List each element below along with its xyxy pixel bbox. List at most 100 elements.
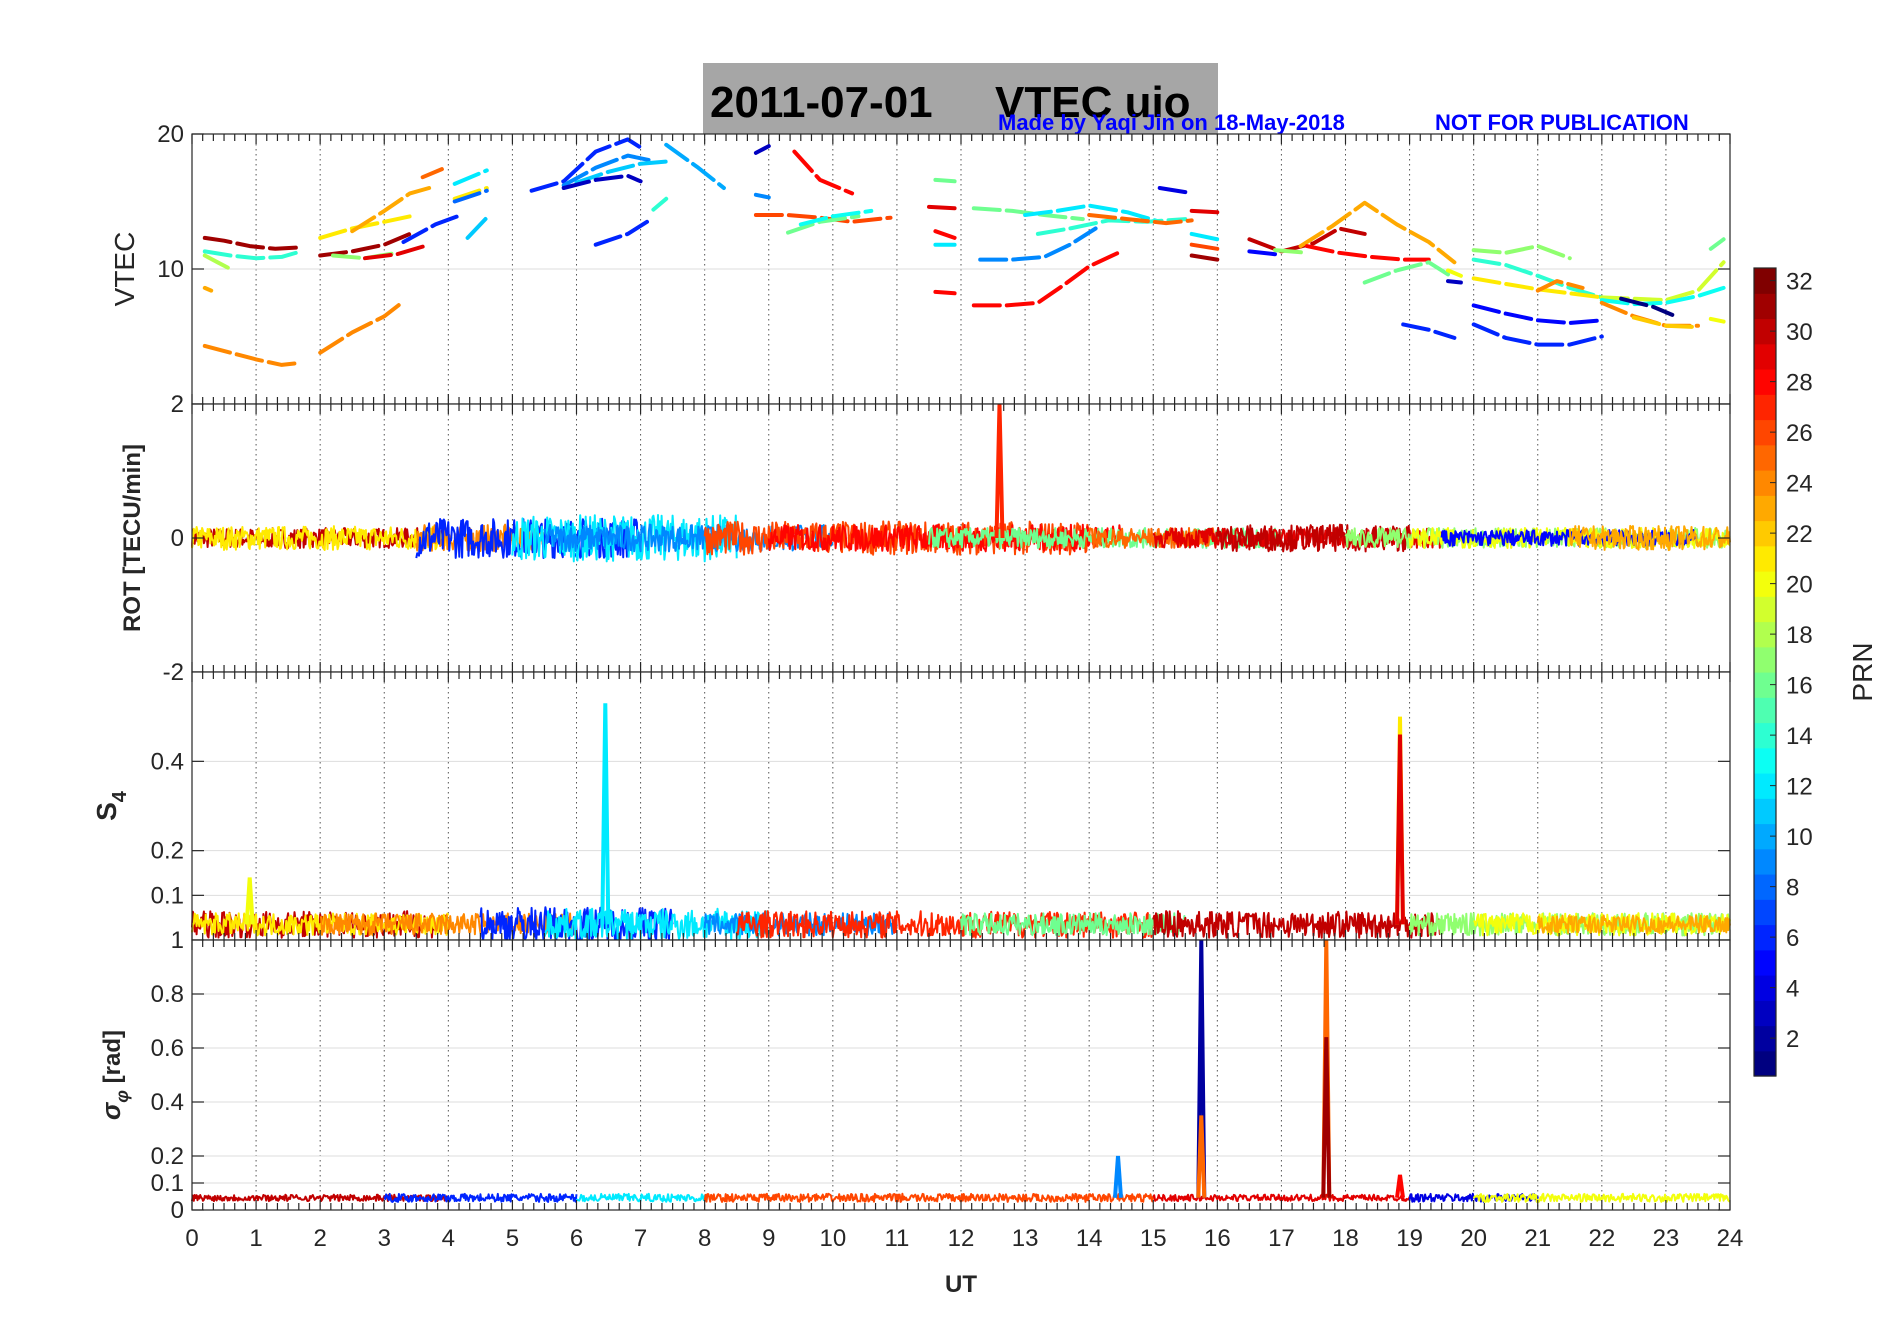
colorbar-cell-25 bbox=[1754, 444, 1776, 471]
colorbar-tick-label: 8 bbox=[1786, 875, 1799, 902]
y-tick-label: 0 bbox=[171, 1197, 184, 1224]
x-tick-label: 23 bbox=[1653, 1225, 1680, 1252]
vtec-arc-prn-14 bbox=[202, 249, 303, 261]
title-main: VTEC uio bbox=[995, 78, 1191, 127]
vtec-arc-prn-28 bbox=[792, 149, 855, 196]
rot-trace-prn-21 bbox=[191, 525, 450, 551]
colorbar-tick-label: 32 bbox=[1786, 269, 1813, 296]
colorbar-tick-label: 2 bbox=[1786, 1026, 1799, 1053]
colorbar-tick-label: 26 bbox=[1786, 420, 1813, 447]
vtec-arc-prn-24 bbox=[202, 343, 297, 367]
title-date: 2011-07-01 bbox=[710, 78, 933, 127]
sigma-ylabel-subscript: φ bbox=[112, 1090, 132, 1103]
s4-trace-prn-30 bbox=[1152, 910, 1443, 939]
x-tick-label: 24 bbox=[1717, 1225, 1744, 1252]
colorbar-cell-12 bbox=[1754, 773, 1776, 799]
vtec-ylabel: VTEC bbox=[109, 232, 140, 307]
sigma-spike-prn-31 bbox=[1321, 1037, 1332, 1198]
colorbar-tick-label: 12 bbox=[1786, 774, 1813, 801]
x-tick-label: 5 bbox=[506, 1225, 519, 1252]
s4-trace-prn-27 bbox=[735, 910, 1155, 939]
sigma-ylabel: σφ [rad] bbox=[96, 1030, 132, 1120]
colorbar-cell-9 bbox=[1754, 848, 1776, 875]
vtec-arc-prn-22 bbox=[1631, 315, 1700, 330]
colorbar-tick-label: 14 bbox=[1786, 723, 1813, 750]
colorbar-cell-16 bbox=[1754, 672, 1776, 698]
vtec-arc-prn-4 bbox=[1157, 186, 1188, 195]
sigma-trace-prn-20 bbox=[1472, 1192, 1731, 1203]
y-tick-label: 0.1 bbox=[151, 882, 184, 909]
rot-trace-prn-12 bbox=[511, 514, 738, 563]
sigma-trace-prn-6 bbox=[383, 1192, 578, 1203]
vtec-arc-prn-28 bbox=[933, 229, 957, 240]
vtec-arc-prn-18 bbox=[202, 253, 233, 271]
colorbar-tick-label: 30 bbox=[1786, 319, 1813, 346]
vtec-arc-prn-12 bbox=[1023, 203, 1162, 224]
vtec-arc-prn-6 bbox=[1401, 322, 1457, 340]
vtec-arc-prn-6 bbox=[529, 137, 643, 193]
vtec-arc-prn-16 bbox=[786, 214, 861, 235]
vtec-arc-prn-14 bbox=[651, 196, 669, 212]
x-tick-label: 10 bbox=[819, 1225, 846, 1252]
x-tick-label: 12 bbox=[948, 1225, 975, 1252]
colorbar-cell-1 bbox=[1754, 1050, 1776, 1077]
x-tick-label: 0 bbox=[185, 1225, 198, 1252]
s4-trace-prn-20 bbox=[1472, 912, 1731, 937]
colorbar-cell-22 bbox=[1754, 520, 1776, 547]
colorbar-cell-6 bbox=[1754, 924, 1776, 951]
vtec-arc-prn-9 bbox=[753, 192, 771, 200]
vtec-arc-prn-23 bbox=[350, 186, 432, 234]
credit-text: Made by Yaqi Jin on 18-May-2018 bbox=[998, 110, 1345, 135]
x-tick-label: 8 bbox=[698, 1225, 711, 1252]
sigma-trace-prn-29 bbox=[1152, 1193, 1411, 1203]
colorbar-cell-23 bbox=[1754, 495, 1776, 522]
x-tick-label: 14 bbox=[1076, 1225, 1103, 1252]
vtec-arc-prn-20 bbox=[1446, 268, 1463, 278]
y-tick-label: 0.8 bbox=[151, 981, 184, 1008]
vtec-arc-prn-10 bbox=[664, 142, 726, 190]
s4-ylabel-subscript: 4 bbox=[109, 790, 131, 802]
colorbar-cell-15 bbox=[1754, 697, 1776, 724]
colorbar-cell-27 bbox=[1754, 394, 1776, 421]
colorbar-tick-label: 4 bbox=[1786, 976, 1799, 1003]
vtec-arc-prn-6 bbox=[1471, 322, 1604, 347]
s4-spike-prn-12 bbox=[600, 703, 611, 925]
colorbar-label: PRN bbox=[1847, 642, 1878, 701]
x-tick-label: 15 bbox=[1140, 1225, 1167, 1252]
colorbar-cell-13 bbox=[1754, 747, 1776, 774]
colorbar-cell-4 bbox=[1754, 975, 1776, 1001]
y-tick-label: 10 bbox=[157, 256, 184, 283]
x-tick-label: 21 bbox=[1524, 1225, 1551, 1252]
colorbar-tick-label: 16 bbox=[1786, 673, 1813, 700]
vtec-arc-prn-11 bbox=[574, 159, 675, 185]
x-tick-label: 11 bbox=[884, 1225, 909, 1252]
y-tick-label: 0.4 bbox=[151, 1089, 184, 1116]
vtec-arc-prn-1 bbox=[1619, 296, 1675, 317]
s4-trace-prn-21 bbox=[191, 912, 450, 937]
sigma-spike-prn-28 bbox=[1395, 1174, 1405, 1199]
x-tick-label: 13 bbox=[1012, 1225, 1039, 1252]
colorbar-tick-label: 28 bbox=[1786, 370, 1813, 397]
rot-ylabel: ROT [TECU/min] bbox=[119, 444, 146, 632]
vtec-arc-prn-28 bbox=[971, 249, 1124, 308]
y-tick-label: 20 bbox=[157, 121, 184, 148]
s4-trace-prn-9 bbox=[703, 912, 898, 937]
vtec-arc-prn-29 bbox=[363, 242, 432, 261]
vtec-arc-prn-6 bbox=[401, 213, 464, 244]
vtec-arc-prn-21 bbox=[318, 213, 419, 240]
vtec-arc-prn-30 bbox=[1247, 226, 1367, 254]
x-tick-label: 4 bbox=[442, 1225, 455, 1252]
colorbar-cell-7 bbox=[1754, 899, 1776, 926]
vtec-arc-prn-9 bbox=[561, 153, 656, 188]
x-tick-label: 19 bbox=[1396, 1225, 1423, 1252]
sigma-spike-prn-25 bbox=[1196, 1115, 1207, 1198]
rot-trace-prn-23 bbox=[1568, 524, 1731, 552]
colorbar-tick-label: 20 bbox=[1786, 572, 1813, 599]
vtec-arc-prn-25 bbox=[420, 167, 444, 180]
vtec-arc-prn-31 bbox=[318, 231, 412, 258]
vtec-arc-prn-23 bbox=[202, 285, 214, 293]
vtec-arc-prn-29 bbox=[927, 204, 957, 211]
y-tick-label: 0 bbox=[171, 525, 184, 552]
